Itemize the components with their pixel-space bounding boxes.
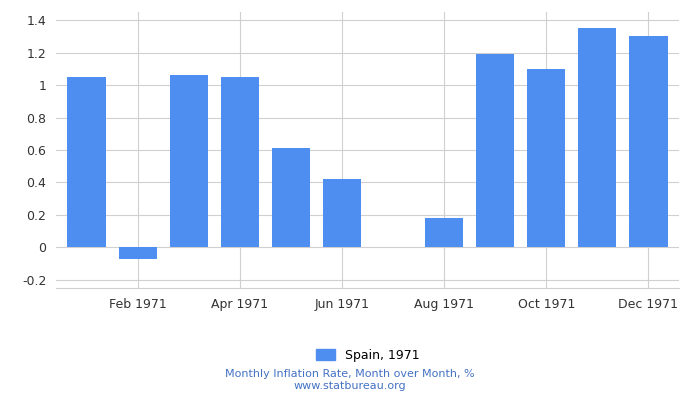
Bar	[578, 28, 617, 248]
Text: www.statbureau.org: www.statbureau.org	[294, 381, 406, 391]
Bar	[118, 248, 157, 259]
Legend: Spain, 1971: Spain, 1971	[311, 344, 424, 367]
Bar	[323, 179, 361, 248]
Bar	[425, 218, 463, 248]
Bar	[272, 148, 310, 248]
Bar	[476, 54, 514, 248]
Bar	[67, 77, 106, 248]
Text: Monthly Inflation Rate, Month over Month, %: Monthly Inflation Rate, Month over Month…	[225, 369, 475, 379]
Bar	[220, 77, 259, 248]
Bar	[629, 36, 668, 248]
Bar	[169, 75, 208, 248]
Bar	[527, 69, 566, 248]
